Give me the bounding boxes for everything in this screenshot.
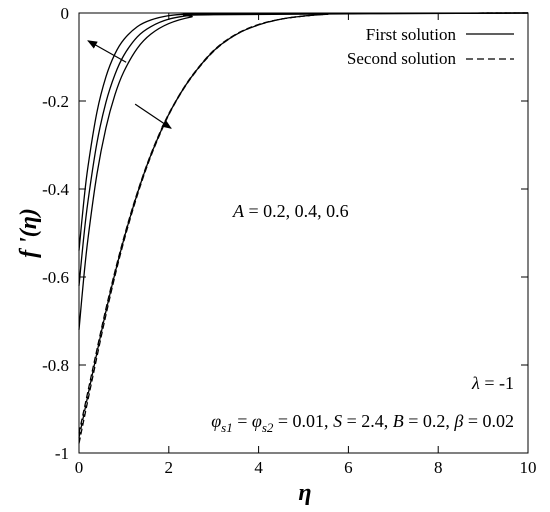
y-tick-label-5: -1 (55, 444, 69, 463)
x-tick-label-3: 6 (344, 458, 353, 477)
plot-frame (78, 12, 529, 454)
legend-label-first-solution: First solution (366, 25, 457, 44)
series-line-solid-1 (78, 12, 529, 286)
annotation-lambda: λ = -1 (471, 373, 514, 393)
y-tick-label-1: -0.2 (42, 92, 69, 111)
arrow-group (87, 40, 172, 129)
direction-arrow-0 (87, 40, 127, 63)
y-tick-label-4: -0.8 (42, 356, 69, 375)
x-tick-label-4: 8 (434, 458, 443, 477)
series-line-dashed-3 (78, 12, 529, 434)
series-line-dashed-5 (78, 12, 529, 444)
svg-text:A = 0.2, 0.4, 0.6: A = 0.2, 0.4, 0.6 (232, 201, 349, 221)
y-tick-label-2: -0.4 (42, 180, 69, 199)
legend-label-second-solution: Second solution (347, 49, 457, 68)
y-axis-title: f '(η) (16, 208, 42, 258)
x-tick-label-2: 4 (254, 458, 263, 477)
svg-text:φs1 = φs2 = 0.01, S = 2.4, B =: φs1 = φs2 = 0.01, S = 2.4, B = 0.2, β = … (211, 411, 514, 435)
tick-group: 0 2 4 6 8 10 0 -0.2 -0.4 -0.6 -0.8 -1 (42, 4, 536, 477)
series-group (78, 12, 529, 444)
direction-arrow-1 (134, 103, 172, 129)
svg-text:λ = -1: λ = -1 (471, 373, 514, 393)
legend: First solution Second solution (347, 25, 514, 68)
annotation-parameters: φs1 = φs2 = 0.01, S = 2.4, B = 0.2, β = … (211, 411, 514, 435)
x-tick-label-5: 10 (520, 458, 537, 477)
y-tick-label-3: -0.6 (42, 268, 69, 287)
series-line-solid-2 (78, 12, 529, 330)
annotation-a-values: A = 0.2, 0.4, 0.6 (232, 201, 349, 221)
x-tick-label-1: 2 (165, 458, 174, 477)
y-tick-label-0: 0 (61, 4, 70, 23)
series-line-dashed-4 (78, 12, 529, 438)
x-axis-title: η (298, 480, 311, 506)
x-tick-label-0: 0 (75, 458, 84, 477)
